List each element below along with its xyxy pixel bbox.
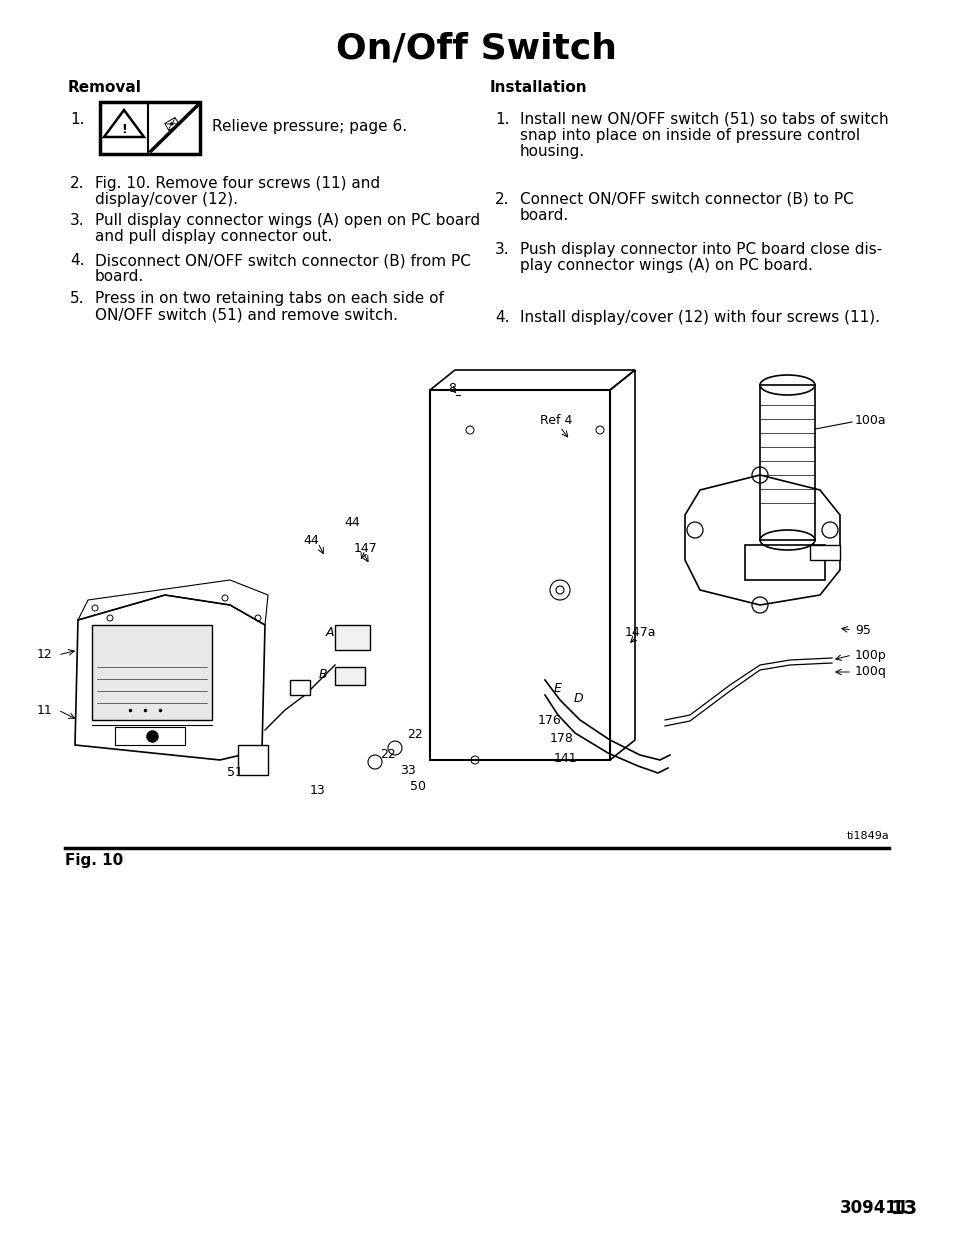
Text: 22: 22 — [379, 748, 395, 762]
Text: Press in on two retaining tabs on each side of: Press in on two retaining tabs on each s… — [95, 291, 443, 306]
Text: Push display connector into PC board close dis-: Push display connector into PC board clo… — [519, 242, 882, 257]
Text: 4.: 4. — [70, 253, 85, 268]
Text: Fig. 10. Remove four screws (11) and: Fig. 10. Remove four screws (11) and — [95, 177, 379, 191]
Text: Installation: Installation — [490, 80, 587, 95]
Text: Install display/cover (12) with four screws (11).: Install display/cover (12) with four scr… — [519, 310, 879, 325]
Text: 100p: 100p — [854, 648, 886, 662]
Bar — [335, 625, 370, 650]
Text: 13: 13 — [890, 1198, 917, 1218]
Bar — [335, 667, 365, 685]
Text: 11: 11 — [36, 704, 52, 716]
Bar — [290, 680, 310, 695]
Text: Connect ON/OFF switch connector (B) to PC: Connect ON/OFF switch connector (B) to P… — [519, 191, 853, 207]
Text: 44: 44 — [303, 534, 318, 547]
Text: Relieve pressure; page 6.: Relieve pressure; page 6. — [212, 119, 407, 133]
Text: 147a: 147a — [623, 626, 655, 640]
Text: and pull display connector out.: and pull display connector out. — [95, 228, 332, 245]
Text: B: B — [318, 668, 327, 682]
Text: 100a: 100a — [854, 414, 885, 426]
Bar — [744, 545, 824, 580]
Bar — [91, 625, 212, 720]
Text: board.: board. — [519, 207, 569, 224]
Bar — [237, 745, 268, 776]
Text: 141: 141 — [553, 752, 577, 764]
Text: 3.: 3. — [70, 212, 85, 228]
Text: ON/OFF switch (51) and remove switch.: ON/OFF switch (51) and remove switch. — [95, 308, 397, 322]
Text: 44: 44 — [344, 516, 359, 530]
Text: !: ! — [121, 124, 127, 136]
Text: Fig. 10: Fig. 10 — [65, 852, 123, 867]
Text: 50: 50 — [410, 779, 426, 793]
Text: 2.: 2. — [70, 177, 85, 191]
Text: 22: 22 — [407, 729, 422, 741]
Text: snap into place on inside of pressure control: snap into place on inside of pressure co… — [519, 128, 860, 143]
Text: 309411: 309411 — [840, 1199, 908, 1216]
Text: 4.: 4. — [495, 310, 509, 325]
Bar — [760, 385, 814, 540]
Text: E: E — [554, 682, 561, 694]
Text: 1.: 1. — [495, 112, 509, 127]
Text: A: A — [325, 626, 334, 640]
Text: 33: 33 — [399, 763, 416, 777]
Text: 13: 13 — [310, 783, 326, 797]
Text: 147: 147 — [354, 541, 377, 555]
Bar — [430, 390, 609, 760]
Text: 176: 176 — [537, 714, 561, 726]
Text: 51: 51 — [227, 766, 243, 778]
Text: On/Off Switch: On/Off Switch — [336, 31, 617, 65]
Text: ti1849a: ti1849a — [845, 831, 888, 841]
Text: housing.: housing. — [519, 144, 584, 159]
Text: Ref 4: Ref 4 — [539, 414, 572, 426]
Text: 95: 95 — [854, 624, 870, 636]
Text: 8: 8 — [448, 382, 456, 394]
Text: 3.: 3. — [495, 242, 509, 257]
Text: ✉: ✉ — [162, 114, 184, 137]
Text: 2.: 2. — [495, 191, 509, 207]
Text: Pull display connector wings (A) open on PC board: Pull display connector wings (A) open on… — [95, 212, 479, 228]
Text: 12: 12 — [36, 648, 52, 662]
Text: 100q: 100q — [854, 666, 886, 678]
Text: play connector wings (A) on PC board.: play connector wings (A) on PC board. — [519, 258, 812, 273]
Text: D: D — [573, 692, 582, 704]
Text: display/cover (12).: display/cover (12). — [95, 191, 237, 207]
Text: Disconnect ON/OFF switch connector (B) from PC: Disconnect ON/OFF switch connector (B) f… — [95, 253, 471, 268]
Text: 5.: 5. — [70, 291, 85, 306]
Bar — [809, 545, 840, 559]
Text: 178: 178 — [550, 731, 574, 745]
Bar — [100, 103, 200, 154]
Text: Removal: Removal — [68, 80, 142, 95]
Bar — [115, 727, 185, 745]
Text: 1.: 1. — [70, 112, 85, 127]
Text: board.: board. — [95, 269, 144, 284]
Text: Install new ON/OFF switch (51) so tabs of switch: Install new ON/OFF switch (51) so tabs o… — [519, 112, 887, 127]
